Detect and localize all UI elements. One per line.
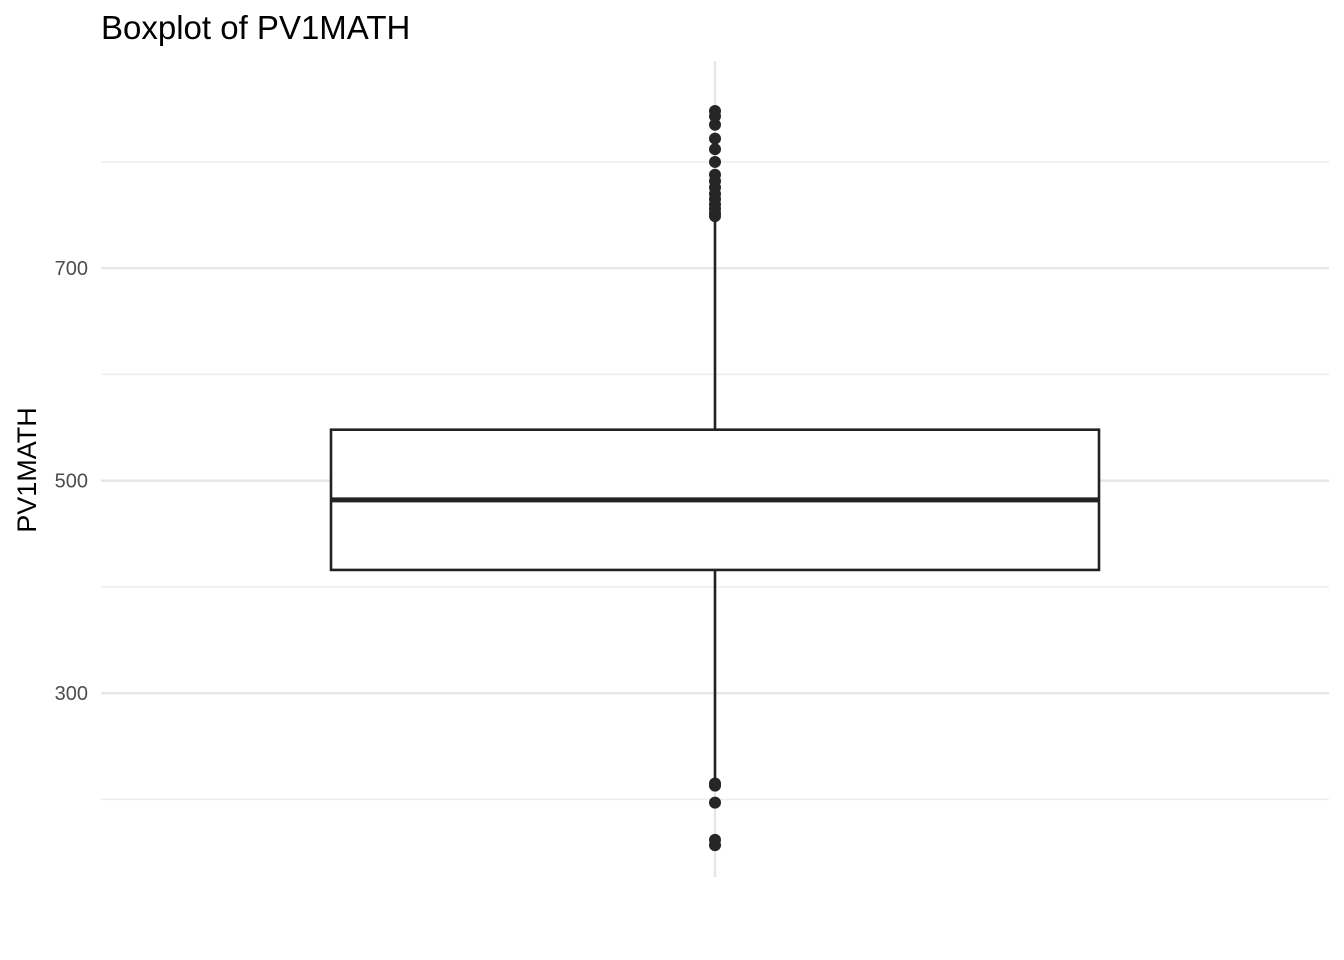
y-tick-label: 500: [55, 471, 88, 493]
y-axis-title: PV1MATH: [12, 407, 42, 533]
chart-title: Boxplot of PV1MATH: [101, 9, 410, 46]
y-tick-label: 300: [55, 683, 88, 705]
outlier-point: [709, 155, 721, 168]
outlier-point: [709, 110, 721, 123]
outlier-point: [709, 132, 721, 145]
box-layer: [329, 217, 1101, 783]
outlier-point: [709, 796, 721, 809]
outlier-point: [709, 839, 721, 852]
outlier-points: [709, 104, 721, 852]
outlier-point: [709, 143, 721, 156]
outlier-point: [709, 779, 721, 792]
outlier-point: [709, 210, 721, 223]
outlier-point: [709, 118, 721, 131]
y-tick-labels: 300 500 700: [55, 258, 88, 705]
y-tick-label: 700: [55, 258, 88, 280]
